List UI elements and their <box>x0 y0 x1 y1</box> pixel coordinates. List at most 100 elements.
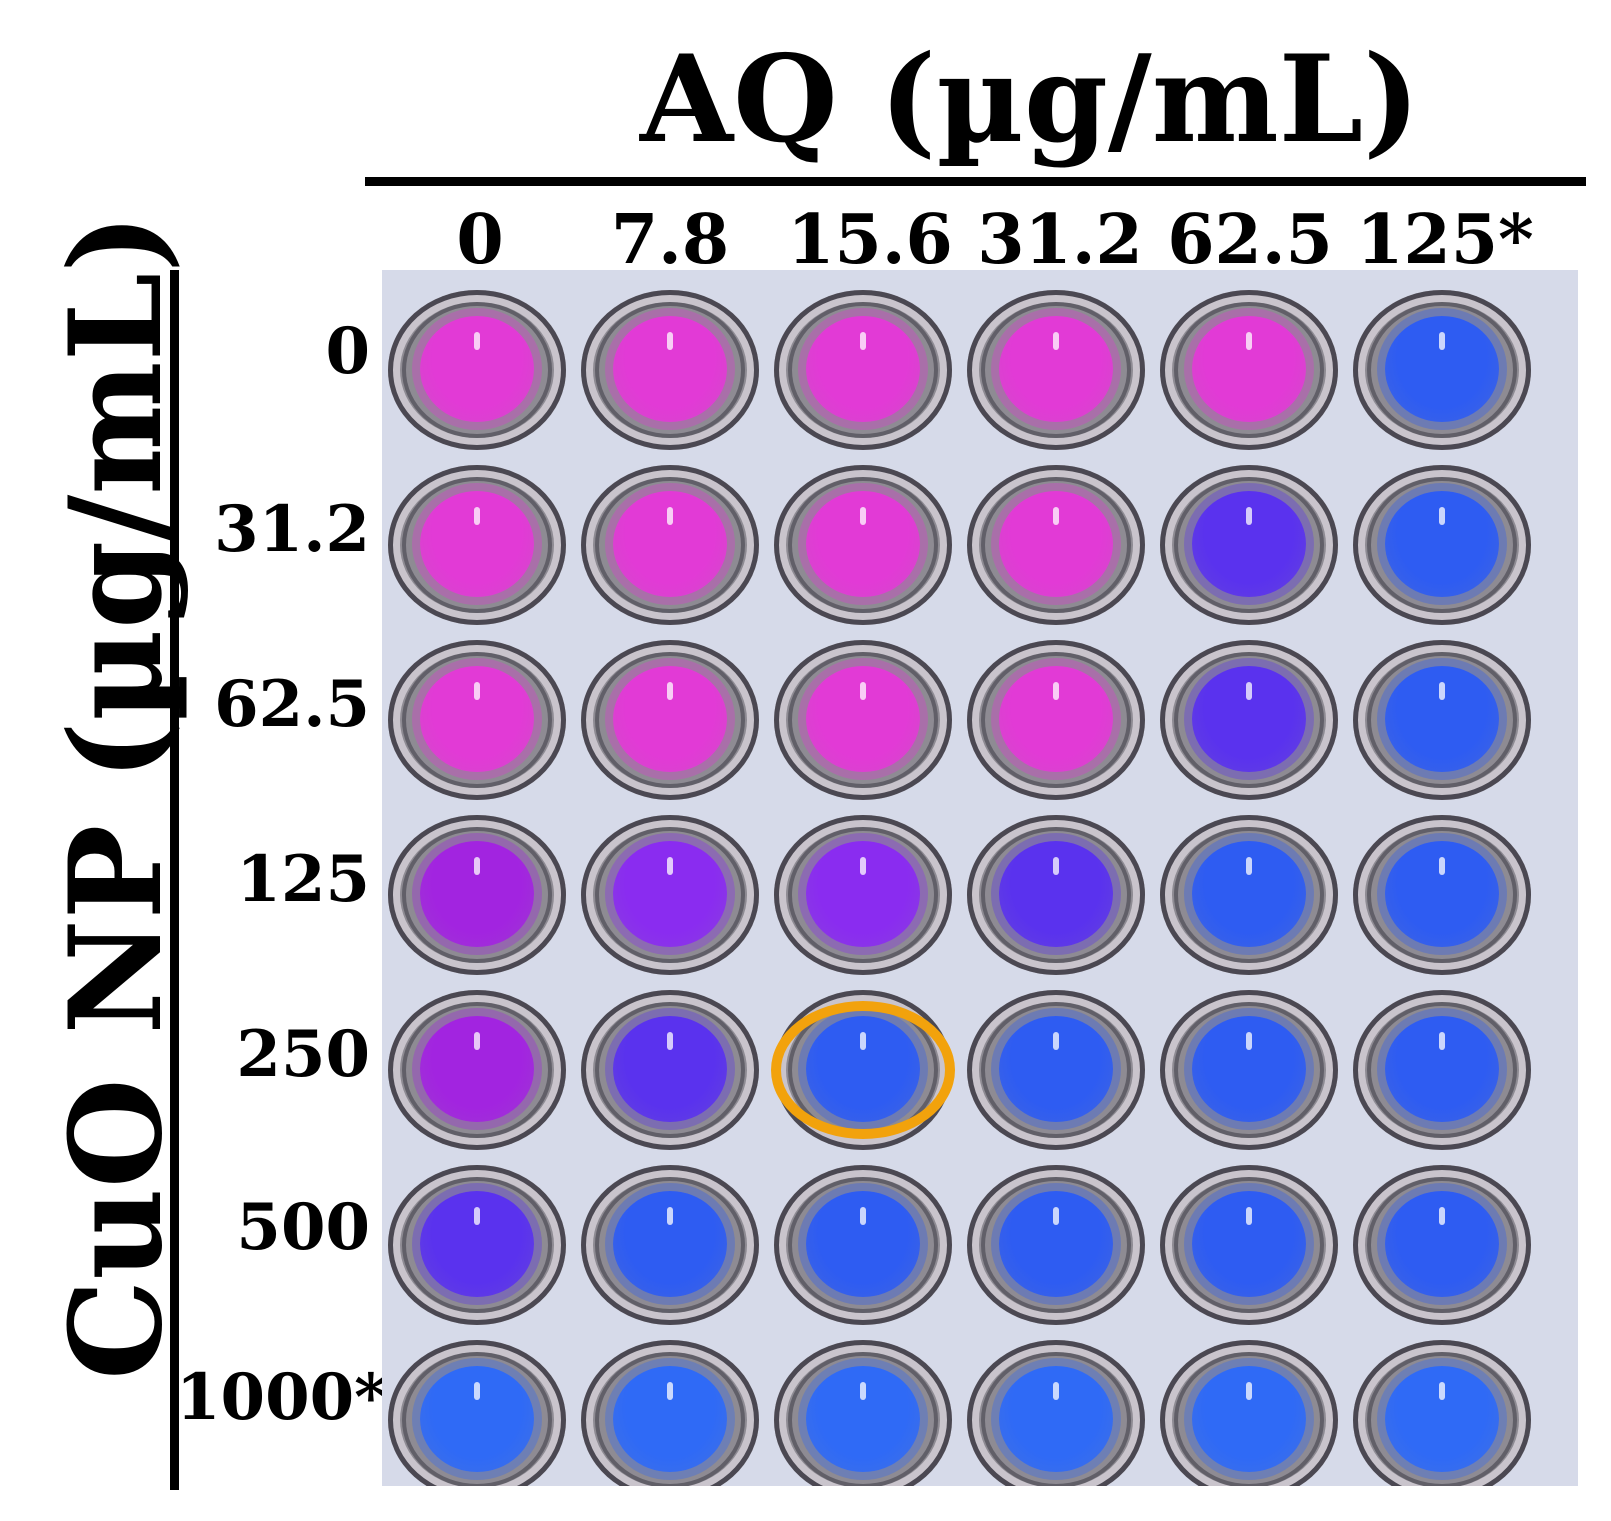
well-r1-c4 <box>967 290 1145 450</box>
well-rim <box>981 652 1131 788</box>
well-r6-c2 <box>581 1165 759 1325</box>
aq-axis-title: AQ (µg/mL) <box>640 29 1420 170</box>
well-rim <box>981 827 1131 963</box>
row-label-cuo-1000: 1000* <box>176 1360 388 1435</box>
well-rim <box>1174 477 1324 613</box>
well-r1-c6 <box>1353 290 1531 450</box>
well-rim <box>1367 827 1517 963</box>
well-rim <box>981 1352 1131 1486</box>
well-rim <box>1367 302 1517 438</box>
row-label-cuo-0: 0 <box>325 314 370 389</box>
well-rim <box>788 302 938 438</box>
well-r3-c1 <box>388 640 566 800</box>
well-rim <box>402 1177 552 1313</box>
well-r2-c2 <box>581 465 759 625</box>
well-r5-c1 <box>388 990 566 1150</box>
well-glare <box>474 332 480 350</box>
well-glare <box>860 682 866 700</box>
cuo-np-axis-title: CuO NP (µg/mL) <box>42 213 190 1380</box>
well-rim <box>1174 827 1324 963</box>
well-glare <box>860 857 866 875</box>
well-glare <box>1053 1382 1059 1400</box>
well-rim <box>595 477 745 613</box>
row-label-cuo-62-5: 62.5 <box>214 667 370 742</box>
well-r4-c1 <box>388 815 566 975</box>
well-r3-c6 <box>1353 640 1531 800</box>
well-glare <box>1053 507 1059 525</box>
well-rim <box>1174 1177 1324 1313</box>
well-rim <box>595 652 745 788</box>
well-r7-c3 <box>774 1340 952 1486</box>
well-rim <box>981 477 1131 613</box>
well-r5-c2 <box>581 990 759 1150</box>
well-glare <box>1053 332 1059 350</box>
column-label-aq-0: 0 <box>456 200 504 280</box>
well-glare <box>474 857 480 875</box>
well-rim <box>1367 1002 1517 1138</box>
well-r5-c4 <box>967 990 1145 1150</box>
well-rim <box>981 1002 1131 1138</box>
well-glare <box>1439 1207 1445 1225</box>
well-glare <box>667 682 673 700</box>
well-r4-c3 <box>774 815 952 975</box>
well-r2-c5 <box>1160 465 1338 625</box>
well-glare <box>1439 1032 1445 1050</box>
column-label-aq-15-6: 15.6 <box>787 200 953 280</box>
well-rim <box>595 827 745 963</box>
well-glare <box>1053 1032 1059 1050</box>
well-rim <box>595 1177 745 1313</box>
well-glare <box>1246 1207 1252 1225</box>
well-r3-c3 <box>774 640 952 800</box>
column-label-aq-7-8: 7.8 <box>610 200 730 280</box>
well-r2-c3 <box>774 465 952 625</box>
well-rim <box>402 477 552 613</box>
well-rim <box>402 1002 552 1138</box>
well-glare <box>1246 857 1252 875</box>
well-glare <box>1439 507 1445 525</box>
well-r6-c6 <box>1353 1165 1531 1325</box>
well-glare <box>667 857 673 875</box>
well-r2-c6 <box>1353 465 1531 625</box>
well-glare <box>1439 332 1445 350</box>
well-glare <box>1439 682 1445 700</box>
well-glare <box>1053 682 1059 700</box>
well-glare <box>667 1032 673 1050</box>
well-rim <box>788 477 938 613</box>
well-r6-c4 <box>967 1165 1145 1325</box>
well-rim <box>788 652 938 788</box>
well-rim <box>788 1352 938 1486</box>
row-label-cuo-250: 250 <box>236 1017 370 1092</box>
well-r5-c6 <box>1353 990 1531 1150</box>
row-label-cuo-31-2: 31.2 <box>214 492 370 567</box>
well-glare <box>860 1382 866 1400</box>
well-glare <box>667 1207 673 1225</box>
row-label-cuo-125: 125 <box>236 842 370 917</box>
well-rim <box>1174 302 1324 438</box>
well-r6-c3 <box>774 1165 952 1325</box>
well-r7-c4 <box>967 1340 1145 1486</box>
well-rim <box>1367 652 1517 788</box>
well-glare <box>1246 1032 1252 1050</box>
well-glare <box>474 1382 480 1400</box>
well-glare <box>1246 507 1252 525</box>
well-r5-c5 <box>1160 990 1338 1150</box>
well-glare <box>474 1032 480 1050</box>
column-label-aq-125: 125* <box>1356 200 1534 280</box>
well-rim <box>402 1352 552 1486</box>
well-r4-c6 <box>1353 815 1531 975</box>
well-rim <box>595 1002 745 1138</box>
well-glare <box>1246 682 1252 700</box>
well-glare <box>1246 332 1252 350</box>
well-r3-c2 <box>581 640 759 800</box>
well-glare <box>1439 1382 1445 1400</box>
row-label-cuo-500: 500 <box>236 1190 370 1265</box>
top-axis-rule <box>365 177 1586 186</box>
well-glare <box>667 332 673 350</box>
well-r7-c2 <box>581 1340 759 1486</box>
well-glare <box>1053 857 1059 875</box>
well-rim <box>402 827 552 963</box>
well-r4-c2 <box>581 815 759 975</box>
well-r3-c5 <box>1160 640 1338 800</box>
well-rim <box>1367 1352 1517 1486</box>
